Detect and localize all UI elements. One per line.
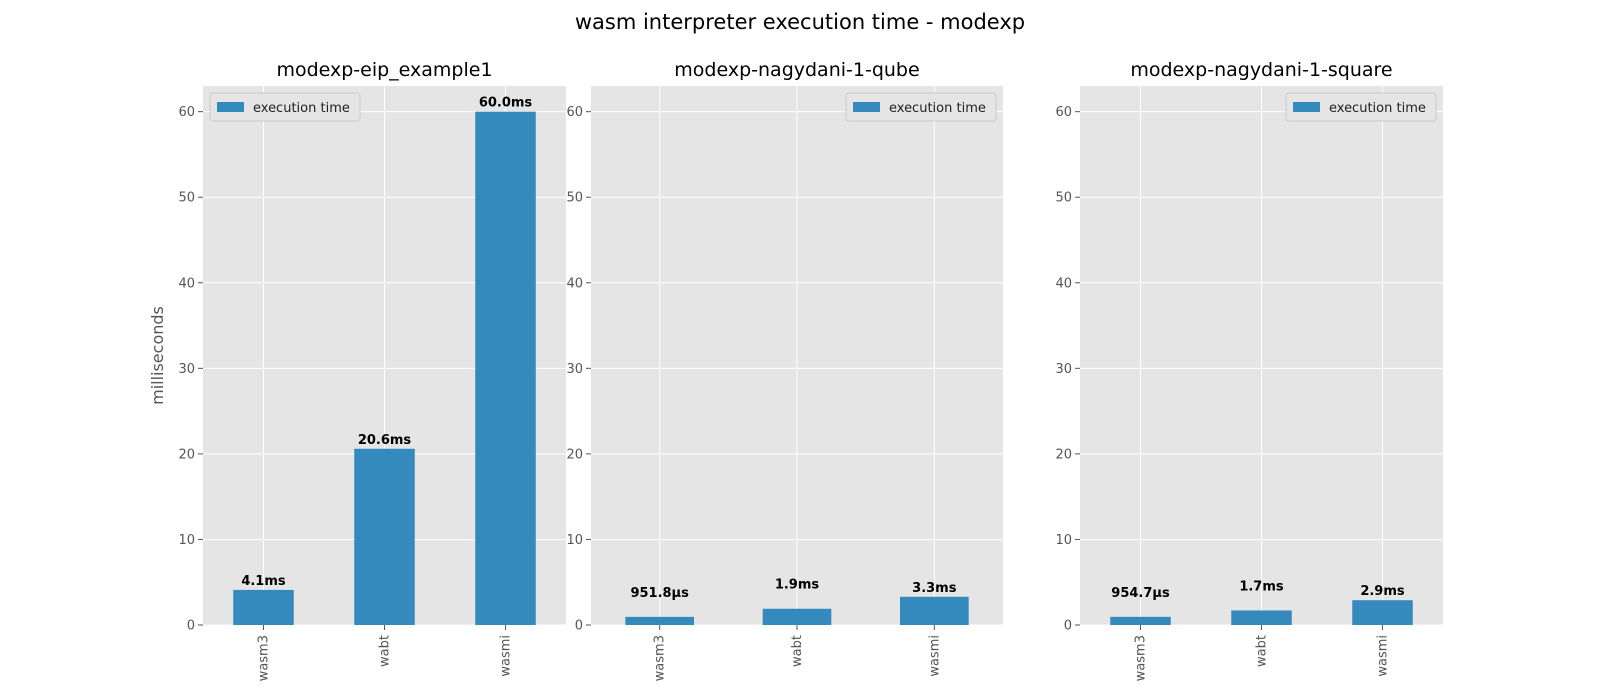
y-tick-label: 10 [178,533,195,548]
bar-wabt [354,448,415,625]
legend-label: execution time [1329,101,1426,116]
bar-wabt [762,608,832,625]
subplot-title: modexp-nagydani-1-square [1130,59,1392,81]
x-tick-label: wabt [790,635,805,667]
y-tick-label: 20 [1055,447,1072,462]
bar-wasm3 [1110,616,1171,625]
y-tick-label: 30 [1055,362,1072,377]
legend-box [209,92,361,122]
y-tick-label: 0 [1064,619,1072,634]
bar-wasmi [1352,600,1413,625]
y-tick-label: 0 [575,619,583,634]
y-tick-label: 20 [178,447,195,462]
legend-swatch [217,102,244,112]
figure-title: wasm interpreter execution time - modexp [575,10,1025,34]
bar-wasmi [475,111,536,625]
y-tick-label: 50 [178,191,195,206]
x-tick-label: wabt [378,635,393,667]
y-tick-label: 60 [1055,105,1072,120]
bar-wasm3 [625,616,694,625]
x-tick-label: wasm3 [653,635,668,681]
subplot-title: modexp-nagydani-1-qube [674,59,919,81]
bar-value-label: 954.7µs [1111,586,1170,601]
y-tick-label: 60 [178,105,195,120]
bar-value-label: 3.3ms [912,581,957,596]
bar-value-label: 4.1ms [241,574,286,589]
y-tick-label: 0 [187,619,195,634]
bar-wabt [1231,610,1292,625]
bar-value-label: 1.9ms [775,578,820,593]
legend-label: execution time [889,101,986,116]
bar-value-label: 951.8µs [630,586,689,601]
x-tick-label: wasm3 [257,635,272,681]
bar-value-label: 60.0ms [479,96,533,111]
subplot-title: modexp-eip_example1 [276,59,492,81]
bar-wasm3 [233,589,294,625]
x-tick-label: wasmi [927,635,942,677]
y-tick-label: 40 [1055,276,1072,291]
bar-value-label: 2.9ms [1360,584,1405,599]
x-tick-label: wabt [1255,635,1270,667]
y-tick-label: 40 [178,276,195,291]
x-tick-label: wasm3 [1134,635,1149,681]
y-tick-label: 50 [1055,191,1072,206]
legend-box [1285,92,1437,122]
y-tick-label: 60 [566,105,583,120]
y-axis-label: milliseconds [148,306,167,405]
x-tick-label: wasmi [1376,635,1391,677]
y-tick-label: 20 [566,447,583,462]
legend-swatch [853,102,880,112]
legend-box [845,92,997,122]
bar-value-label: 20.6ms [358,433,412,448]
legend-label: execution time [253,101,350,116]
bar-wasmi [900,596,969,625]
y-tick-label: 50 [566,191,583,206]
y-tick-label: 40 [566,276,583,291]
y-tick-label: 30 [566,362,583,377]
legend-swatch [1293,102,1320,112]
bar-value-label: 1.7ms [1239,579,1284,594]
y-tick-label: 10 [566,533,583,548]
y-tick-label: 30 [178,362,195,377]
x-tick-label: wasmi [499,635,514,677]
y-tick-label: 10 [1055,533,1072,548]
